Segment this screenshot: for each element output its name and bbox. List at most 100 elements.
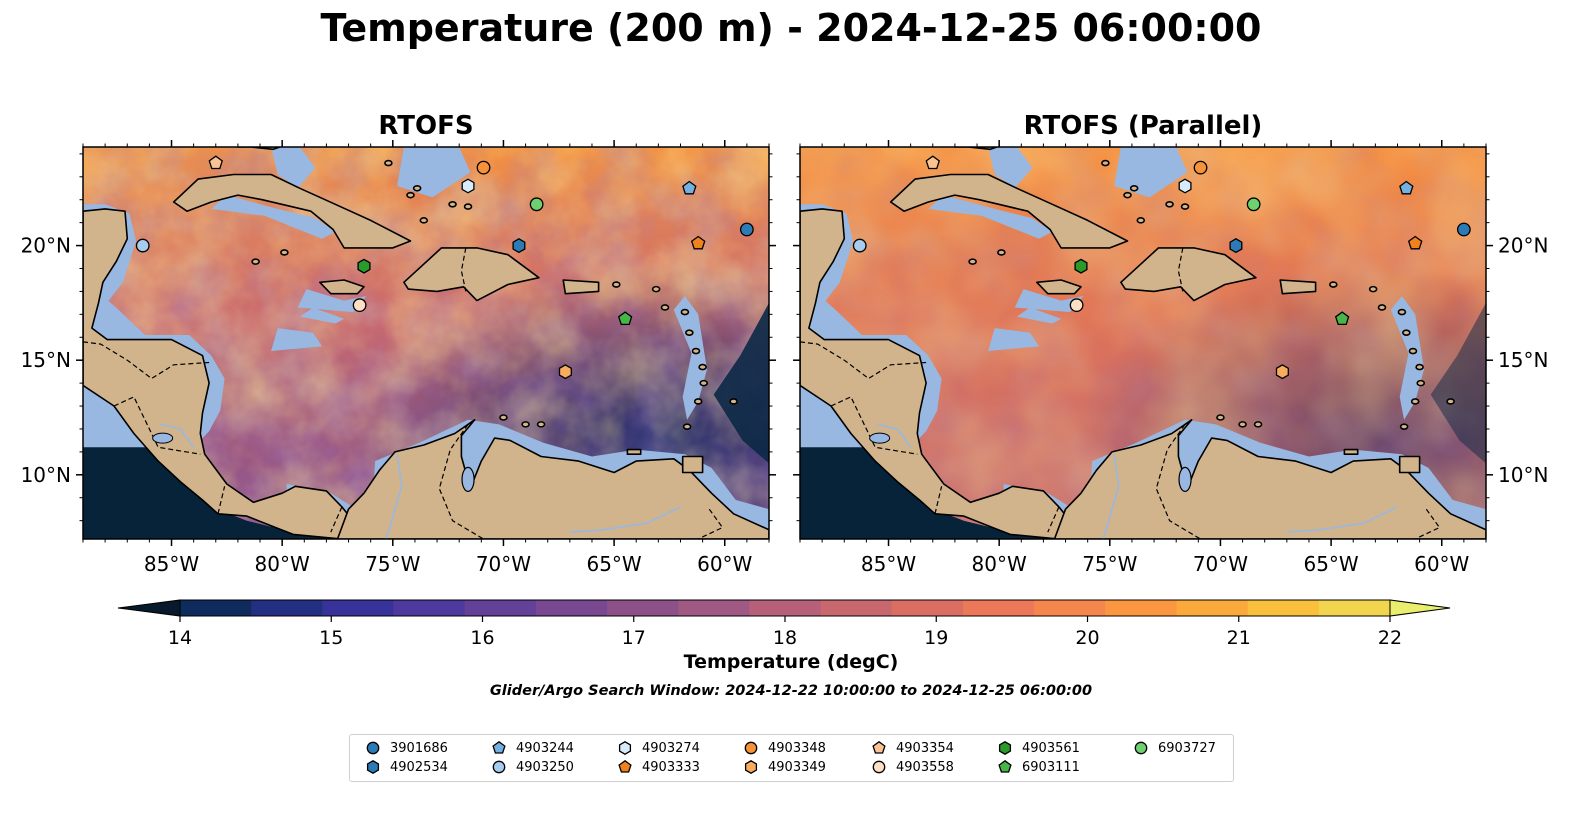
colorbar-segment	[535, 600, 608, 616]
legend-item-6903727[interactable]: 6903727	[1132, 739, 1216, 757]
float-marker-3901686[interactable]	[739, 222, 754, 237]
colorbar-segment	[678, 600, 750, 616]
float-marker-4902534[interactable]	[1229, 238, 1243, 254]
legend-item-4903561[interactable]: 4903561	[996, 739, 1080, 757]
float-marker-4902534[interactable]	[512, 238, 526, 254]
continental-shelf	[211, 195, 336, 239]
legend-item-4903250[interactable]: 4903250	[490, 758, 574, 776]
legend-item-4903274[interactable]: 4903274	[616, 739, 700, 757]
land-isla-margarita	[626, 448, 642, 456]
float-marker-4903244[interactable]	[682, 180, 697, 195]
country-border	[438, 424, 484, 539]
land-trinidad	[681, 455, 704, 474]
colorbar-segment	[322, 600, 395, 616]
legend-item-4903348[interactable]: 4903348	[742, 739, 826, 757]
lat-tick-label: 20°N	[1498, 234, 1548, 258]
river	[1286, 506, 1398, 533]
map-panel-rtofs[interactable]: 85°W 80°W 75°W 70°W 65°W 60°W 20°N 15°N 10°N	[0, 140, 800, 590]
legend-label: 4903244	[516, 740, 574, 756]
small-island	[1402, 329, 1411, 336]
legend-marker[interactable]	[998, 759, 1012, 773]
country-border	[830, 396, 918, 455]
small-island	[1410, 398, 1420, 405]
small-island	[1415, 363, 1424, 371]
lat-tick-label: 15°N	[21, 348, 71, 372]
float-marker-4903274[interactable]	[461, 178, 475, 194]
float-marker-6903111[interactable]	[1334, 311, 1350, 326]
colorbar-segment	[1318, 600, 1391, 616]
colorbar-tick-label: 21	[1227, 627, 1251, 649]
land-puerto-rico	[562, 279, 600, 295]
float-marker-4903333[interactable]	[1407, 235, 1423, 250]
colorbar-segment	[393, 600, 466, 616]
small-island	[1165, 201, 1174, 208]
legend-marker[interactable]	[744, 741, 758, 755]
float-marker-4903354[interactable]	[925, 155, 940, 170]
float-marker-4903349[interactable]	[558, 364, 572, 380]
small-island	[651, 285, 661, 293]
legend-marker[interactable]	[744, 760, 758, 774]
legend-label: 4902534	[390, 759, 448, 775]
small-island	[412, 184, 422, 192]
float-marker-4903354[interactable]	[208, 155, 223, 170]
float-marker-4903274[interactable]	[1178, 178, 1192, 194]
float-marker-4903333[interactable]	[690, 235, 706, 250]
legend-marker[interactable]	[492, 740, 506, 754]
legend-marker[interactable]	[366, 760, 380, 774]
legend-marker[interactable]	[872, 740, 886, 754]
float-marker-4903250[interactable]	[135, 238, 150, 253]
country-border	[1155, 424, 1201, 539]
land-cuba	[172, 173, 412, 249]
small-island	[997, 249, 1006, 256]
hexagon-marker-icon	[744, 760, 758, 774]
colorbar-extend-min	[117, 599, 181, 617]
float-marker-4903349[interactable]	[1275, 364, 1289, 380]
legend-item-3901686[interactable]: 3901686	[364, 739, 448, 757]
float-marker-4903561[interactable]	[1074, 258, 1088, 274]
float-marker-3901686[interactable]	[1456, 222, 1471, 237]
legend-item-4903244[interactable]: 4903244	[490, 739, 574, 757]
legend-item-4903333[interactable]: 4903333	[616, 758, 700, 776]
legend-marker[interactable]	[366, 741, 380, 755]
float-marker-6903727[interactable]	[1246, 197, 1261, 212]
colorbar-tick-label: 16	[470, 627, 494, 649]
float-marker-4903558[interactable]	[1069, 298, 1084, 313]
legend-item-4903558[interactable]: 4903558	[870, 758, 954, 776]
pentagon-marker-icon	[618, 759, 632, 773]
legend-marker[interactable]	[1134, 741, 1148, 755]
legend-item-4903354[interactable]: 4903354	[870, 739, 954, 757]
small-island	[693, 398, 703, 405]
legend-item-6903111[interactable]: 6903111	[996, 758, 1080, 776]
small-island	[1238, 421, 1247, 428]
float-marker-4903250[interactable]	[852, 238, 867, 253]
legend-item-4903349[interactable]: 4903349	[742, 758, 826, 776]
small-island	[612, 281, 621, 288]
legend-marker[interactable]	[492, 760, 506, 774]
float-marker-4903561[interactable]	[357, 258, 371, 274]
circle-marker-icon	[744, 741, 758, 755]
small-island	[1397, 308, 1407, 316]
land-south-america	[1053, 418, 1486, 539]
country-border	[934, 486, 943, 514]
land-hispaniola	[403, 247, 540, 302]
float-marker-6903111[interactable]	[617, 311, 633, 326]
small-island	[699, 379, 709, 387]
hexagon-marker-icon	[998, 741, 1012, 755]
colorbar-tick-label: 15	[319, 627, 343, 649]
float-marker-6903727[interactable]	[529, 197, 544, 212]
map-panel-rtofs-parallel[interactable]: 85°W 80°W 75°W 70°W 65°W 60°W 20°N 15°N 10°N	[790, 140, 1582, 590]
colorbar-segment	[962, 600, 1035, 616]
legend-marker[interactable]	[872, 760, 886, 774]
colorbar-segment	[464, 600, 537, 616]
legend-item-4902534[interactable]: 4902534	[364, 758, 448, 776]
float-marker-4903348[interactable]	[1193, 160, 1208, 175]
float-marker-4903244[interactable]	[1399, 180, 1414, 195]
float-marker-4903348[interactable]	[476, 160, 491, 175]
small-island	[280, 249, 289, 256]
legend-marker[interactable]	[618, 759, 632, 773]
lon-tick-label: 85°W	[144, 552, 199, 576]
float-marker-4903558[interactable]	[352, 298, 367, 313]
legend-marker[interactable]	[618, 741, 632, 755]
colorbar-tick-label: 14	[168, 627, 192, 649]
legend-marker[interactable]	[998, 741, 1012, 755]
